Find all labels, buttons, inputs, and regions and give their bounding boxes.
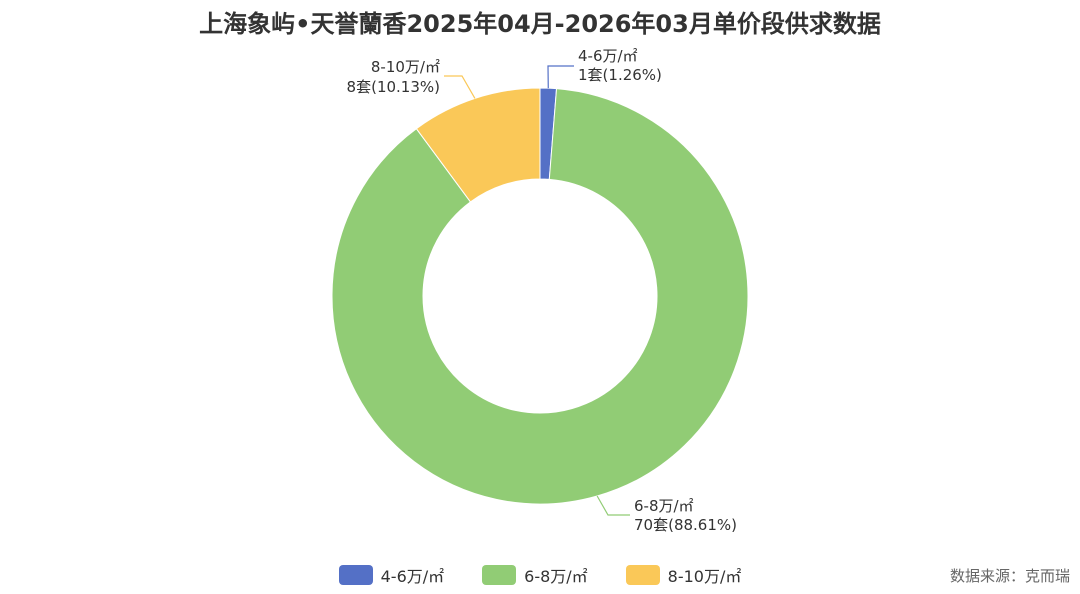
slice-label-name-4-6: 4-6万/㎡: [578, 47, 638, 65]
legend-item-6-8[interactable]: 6-8万/㎡: [482, 563, 588, 587]
source-note: 数据来源：克而瑞: [949, 567, 1070, 585]
leader-line-4-6: [547, 65, 574, 89]
slice-6-8[interactable]: [331, 88, 749, 505]
slice-8-10[interactable]: [415, 87, 541, 203]
leader-line-6-8: [596, 495, 630, 516]
slice-label-name-6-8: 6-8万/㎡: [634, 497, 694, 515]
legend-swatch-6-8: [482, 565, 517, 585]
slice-label-detail-4-6: 1套(1.26%): [578, 66, 662, 84]
legend-label-6-8: 6-8万/㎡: [524, 567, 588, 586]
slice-label-detail-8-10: 8套(10.13%): [347, 78, 440, 96]
slice-label-name-8-10: 8-10万/㎡: [371, 58, 440, 76]
slice-label-detail-6-8: 70套(88.61%): [634, 516, 737, 534]
legend-swatch-4-6: [338, 565, 373, 585]
chart-title: 上海象屿•天誉蘭香2025年04月-2026年03月单价段供求数据: [199, 10, 881, 38]
leader-line-8-10: [444, 75, 476, 99]
legend-label-4-6: 4-6万/㎡: [380, 567, 445, 586]
legend-swatch-8-10: [625, 565, 660, 585]
legend-label-8-10: 8-10万/㎡: [667, 567, 742, 586]
legend-item-4-6[interactable]: 4-6万/㎡: [338, 563, 445, 587]
chart-legend: 4-6万/㎡ 6-8万/㎡ 8-10万/㎡: [0, 563, 1080, 587]
legend-item-8-10[interactable]: 8-10万/㎡: [625, 563, 742, 587]
